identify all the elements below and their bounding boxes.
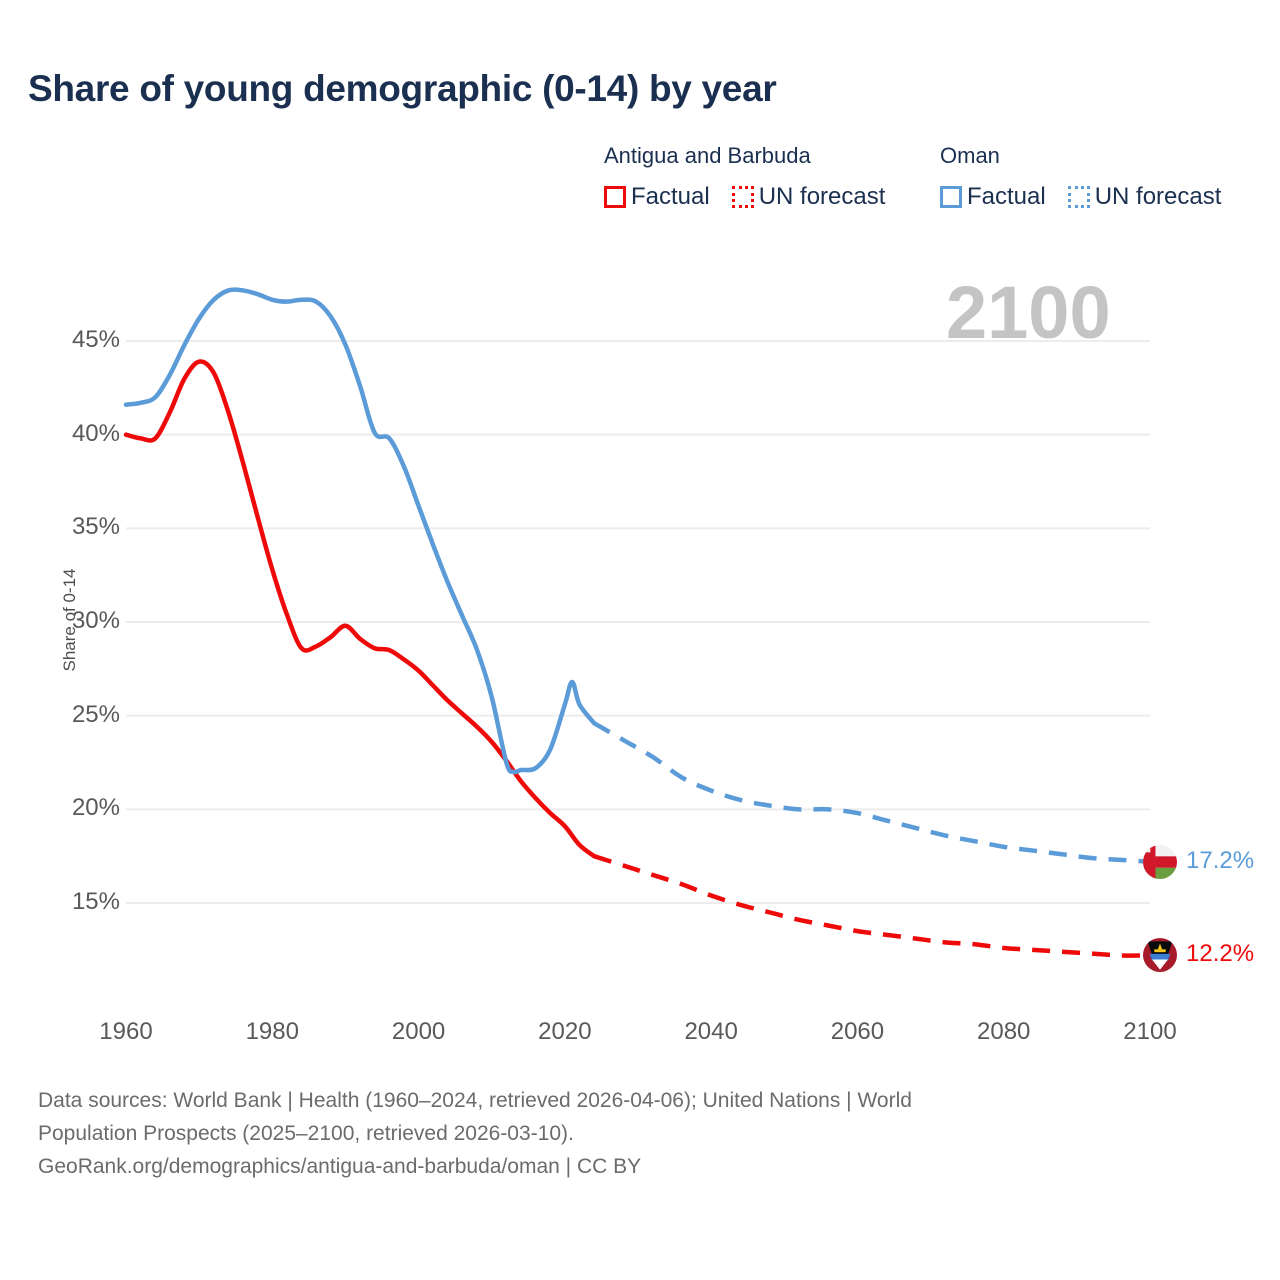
legend-swatch-dotted-icon [1067,186,1090,208]
x-axis-tick-label: 2040 [684,1018,738,1045]
legend-swatch-solid-icon [940,186,962,208]
legend-country-name: Oman [940,143,1000,168]
x-axis-tick-label: 2060 [830,1018,885,1045]
legend-item-factual-oman[interactable]: Factual [940,183,1046,211]
legend-swatch-solid-icon [604,186,626,208]
legend-item-forecast-antigua[interactable]: UN forecast [731,183,886,211]
footer-line-3[interactable]: GeoRank.org/demographics/antigua-and-bar… [38,1155,642,1178]
footer-line-1: Data sources: World Bank | Health (1960–… [38,1089,912,1112]
legend-item-forecast-oman[interactable]: UN forecast [1067,183,1222,211]
series-line-forecast [592,721,1151,865]
y-axis-tick-label: 25% [71,700,120,728]
footer-sources: Data sources: World Bank | Health (1960–… [38,1084,1198,1183]
legend-group-antigua-and-barbuda: Antigua and Barbuda Factual UN forecast [604,142,885,211]
oman-end-label: 17.2% [1186,846,1255,874]
series-line-factual [123,359,597,859]
y-axis-tick-label: 20% [71,794,120,822]
legend-swatch-dotted-icon [731,186,754,208]
x-axis-tick-label: 1960 [99,1018,153,1045]
y-axis-tick-label: 40% [71,419,120,447]
legend-group-oman: Oman Factual UN forecast [940,142,1221,211]
legend-item-label: Factual [967,183,1046,210]
y-axis-tick-label: 30% [71,607,120,634]
x-axis-tick-label: 2020 [538,1018,592,1045]
x-axis-tick-label: 2000 [391,1018,446,1045]
page-title: Share of young demographic (0-14) by yea… [28,68,777,109]
legend-country-name: Antigua and Barbuda [604,143,811,168]
y-axis-tick-label: 15% [71,888,120,915]
y-axis-tick-label: 35% [71,513,120,541]
series-line-forecast [593,854,1151,958]
series-line-factual [123,287,597,775]
legend-item-label: UN forecast [1094,183,1222,210]
year-watermark: 2100 [946,271,1111,354]
oman-flag-icon [1143,844,1177,879]
chart-legend: Antigua and Barbuda Factual UN forecast … [604,142,1254,222]
y-axis-tick-label: 45% [71,326,120,353]
legend-item-label: Factual [631,183,710,210]
x-axis-tick-label: 2100 [1123,1018,1177,1045]
antigua-and-barbuda-end-label: 12.2% [1186,940,1255,968]
x-axis-tick-label: 1980 [245,1018,299,1045]
antigua-and-barbuda-flag-icon [1143,938,1177,973]
legend-item-label: UN forecast [758,183,886,210]
footer-line-2: Population Prospects (2025–2100, retriev… [38,1122,574,1145]
legend-item-factual-antigua[interactable]: Factual [604,183,710,211]
x-axis-tick-label: 2080 [977,1018,1031,1045]
